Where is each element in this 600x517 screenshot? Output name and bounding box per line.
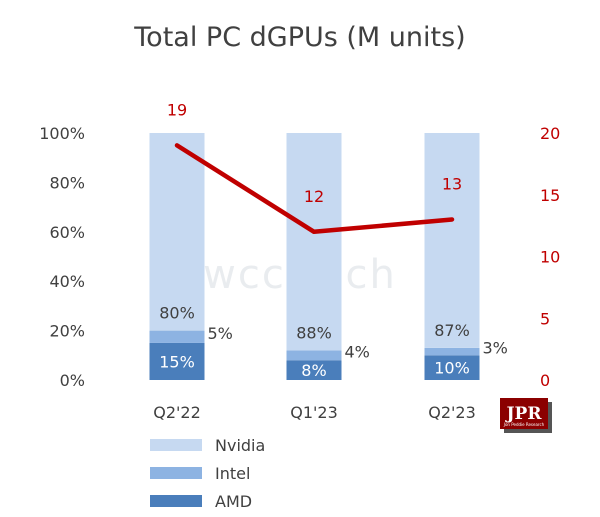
logo-subtext: Jon Peddie Research [503,422,545,427]
left-tick-1: 20% [49,322,85,341]
category-label-1: Q2'22 [153,403,201,422]
legend-swatch-amd [150,495,202,507]
legend-swatch-nvidia [150,439,202,451]
bar-amd-1 [149,342,205,380]
bar-intel-1 [149,330,205,343]
left-tick-0: 0% [60,371,85,390]
bars: 15% 5% 80% 8% 4% 88% 10% 3% 87% [149,133,508,380]
bar-amd-3 [424,355,480,380]
total-label-3: 13 [442,174,462,193]
label-intel-1: 5% [208,324,233,343]
logo-box [500,398,548,429]
bar-nvidia-2 [286,133,342,351]
total-line: 19 12 13 [167,100,462,235]
right-tick-3: 15 [540,186,560,205]
right-tick-2: 10 [540,248,560,267]
legend: Nvidia Intel AMD [150,436,265,511]
bar-intel-3 [424,347,480,356]
total-label-2: 12 [304,187,324,206]
category-label-3: Q2'23 [428,403,476,422]
legend-label-intel: Intel [215,464,250,483]
label-nvidia-1: 80% [159,304,195,323]
bar-nvidia-3 [424,133,480,348]
right-tick-1: 5 [540,309,550,328]
bar-nvidia-1 [149,133,205,331]
label-amd-2: 8% [301,361,326,380]
category-label-2: Q1'23 [290,403,338,422]
logo-text: JPR [505,404,543,424]
label-nvidia-3: 87% [434,321,470,340]
legend-label-amd: AMD [215,492,252,511]
label-intel-3: 3% [483,339,508,358]
label-amd-1: 15% [159,352,195,371]
legend-swatch-intel [150,467,202,479]
right-tick-0: 0 [540,371,550,390]
label-nvidia-2: 88% [296,323,332,342]
category-axis: Q2'22 Q1'23 Q2'23 [153,403,476,422]
left-tick-5: 100% [39,124,85,143]
bar-intel-2 [286,350,342,361]
total-line-path [174,143,455,235]
jpr-logo: JPR Jon Peddie Research [500,398,552,433]
left-tick-4: 80% [49,173,85,192]
left-tick-2: 40% [49,272,85,291]
legend-label-nvidia: Nvidia [215,436,265,455]
label-amd-3: 10% [434,359,470,378]
right-axis: 0 5 10 15 20 [540,124,560,390]
left-tick-3: 60% [49,223,85,242]
chart-title: Total PC dGPUs (M units) [133,22,465,53]
bar-amd-2 [286,360,342,380]
total-label-1: 19 [167,100,187,119]
label-intel-2: 4% [345,342,370,361]
left-axis: 0% 20% 40% 60% 80% 100% [39,124,85,390]
right-tick-4: 20 [540,124,560,143]
